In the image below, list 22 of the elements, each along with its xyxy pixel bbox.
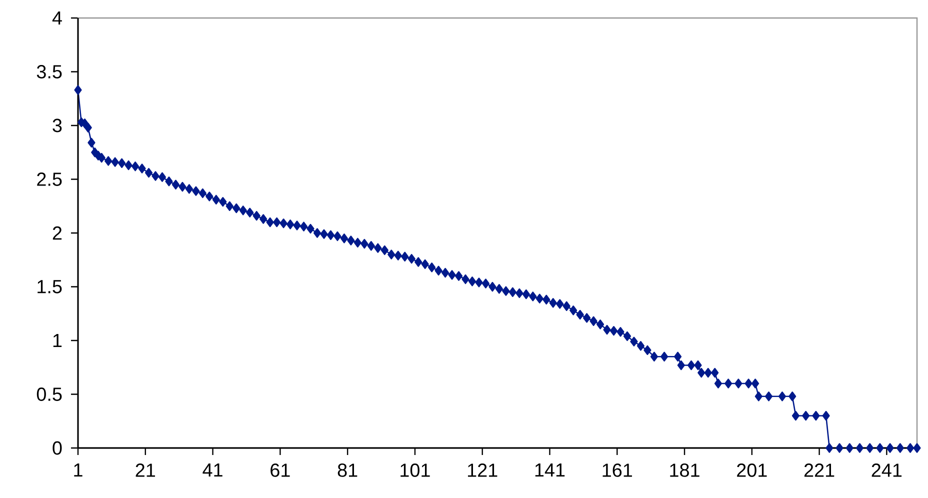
x-tick-label: 201	[737, 464, 767, 477]
x-tick-label: 121	[468, 464, 498, 477]
y-tick-label: 2.5	[37, 172, 62, 186]
x-tick-label: 61	[270, 464, 290, 477]
x-tick-label: 221	[804, 464, 834, 477]
y-tick-label: 0.5	[36, 388, 62, 401]
x-tick-label: 1	[74, 464, 82, 477]
x-tick-label: 101	[400, 464, 430, 477]
y-tick-label: 3.5	[36, 65, 62, 78]
y-tick-label: 1	[53, 334, 62, 348]
y-tick-label: 2	[52, 226, 62, 240]
y-tick-label: 3	[52, 118, 62, 132]
y-tick-label: 1.5	[38, 280, 62, 294]
x-tick-label: 21	[136, 464, 155, 477]
y-tick-label: 4	[52, 11, 62, 25]
x-tick-label: 81	[338, 464, 358, 477]
x-tick-label: 141	[535, 464, 565, 477]
x-tick-label: 241	[872, 464, 902, 477]
x-tick-label: 41	[202, 464, 222, 477]
x-tick-label: 181	[670, 464, 700, 477]
x-tick-label: 161	[602, 464, 632, 477]
y-tick-label: 0	[52, 441, 62, 455]
